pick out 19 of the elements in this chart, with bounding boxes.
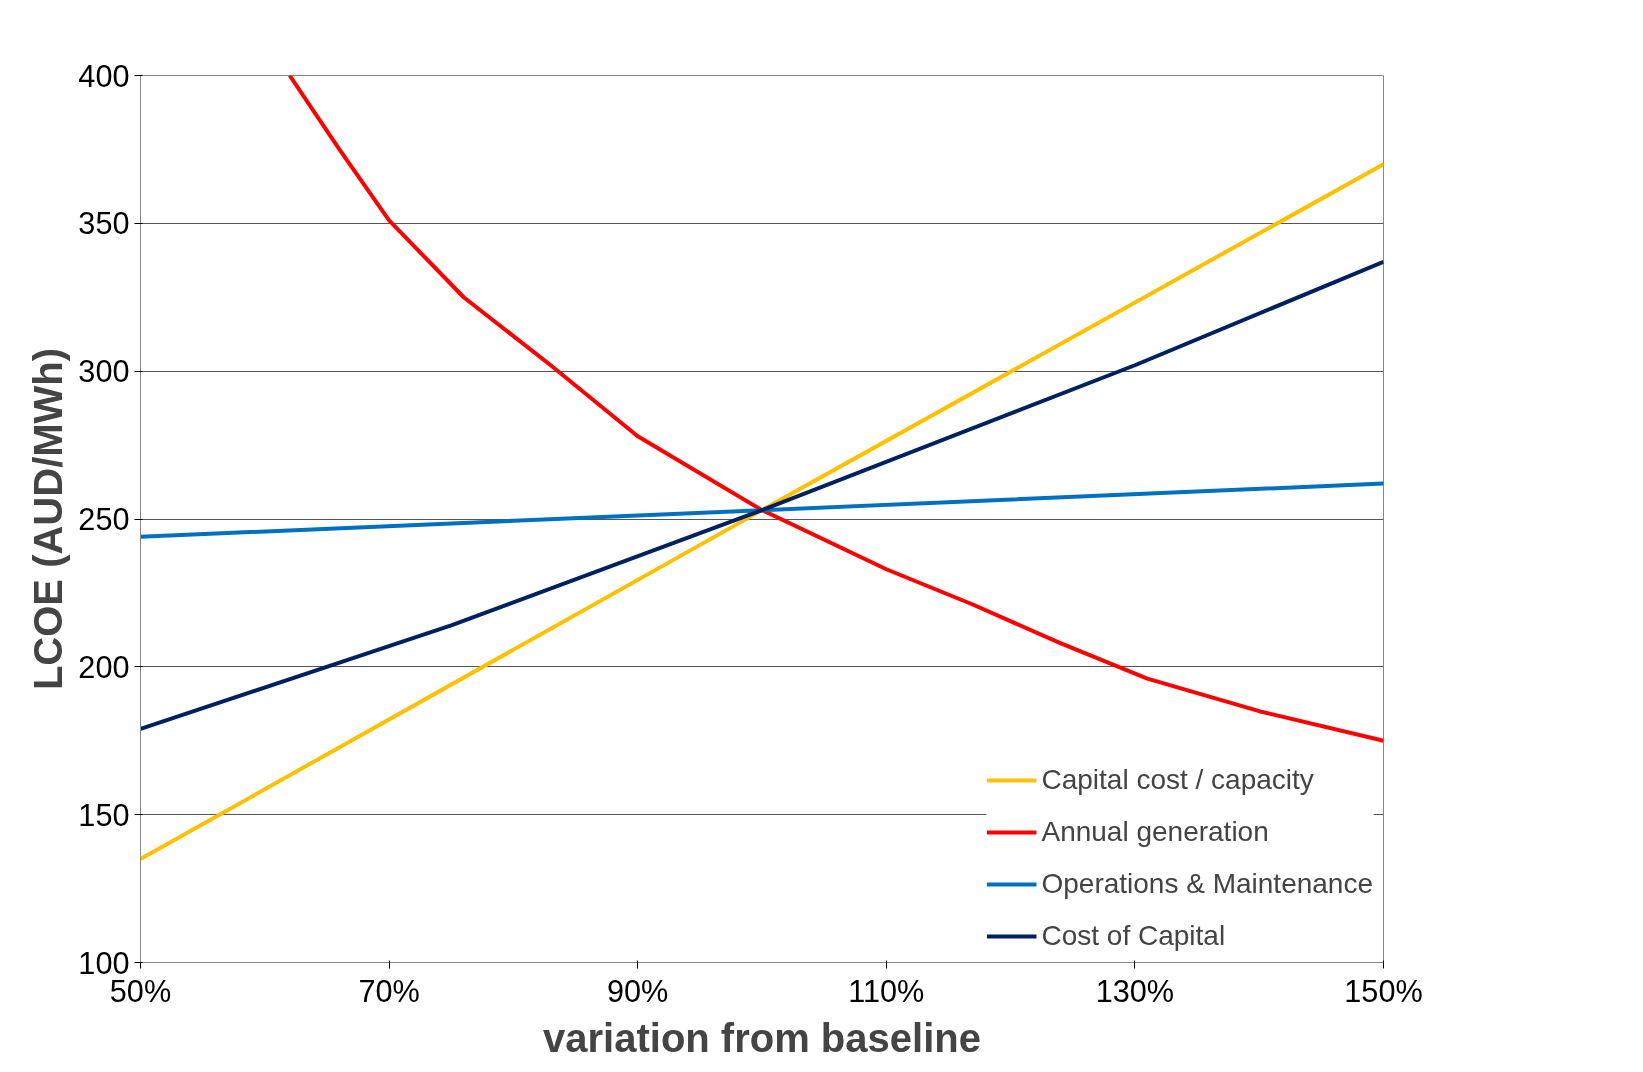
x-axis-title: variation from baseline xyxy=(543,1015,981,1060)
x-tick-label: 110% xyxy=(848,973,925,1008)
y-tick-label: 150 xyxy=(78,797,130,832)
legend-label: Operations & Maintenance xyxy=(1041,868,1373,900)
legend-label: Annual generation xyxy=(1041,816,1269,848)
legend-label: Cost of Capital xyxy=(1041,920,1226,952)
x-tick-label: 90% xyxy=(607,973,669,1008)
x-tick-label: 70% xyxy=(358,973,420,1008)
y-tick-label: 400 xyxy=(78,58,130,93)
y-tick-label: 200 xyxy=(78,649,130,684)
y-tick-label: 350 xyxy=(78,206,130,241)
line-series xyxy=(140,259,1384,731)
x-tick-label: 130% xyxy=(1095,973,1175,1008)
y-tick-label: 300 xyxy=(78,354,130,389)
x-tick-label: 150% xyxy=(1344,973,1423,1008)
y-axis-title: LCOE (AUD/MWh) xyxy=(26,347,71,691)
legend-label: Capital cost / capacity xyxy=(1041,764,1314,796)
line-series xyxy=(287,75,1384,743)
y-tick-label: 250 xyxy=(78,502,130,536)
